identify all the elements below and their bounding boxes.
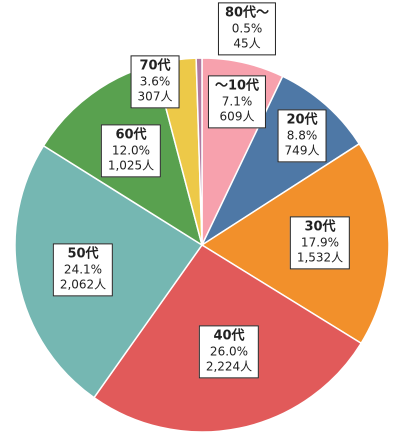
pie-slice-7 (195, 57, 203, 246)
slice-count: 1,025人 (107, 158, 155, 173)
slice-name: 20代 (286, 112, 318, 128)
slice-percent: 12.0% (111, 143, 151, 158)
slice-name: 〜10代 (214, 78, 260, 94)
slice-name: 80代〜 (224, 5, 270, 21)
slice-label-teens: 〜10代 7.1% 609人 (207, 75, 267, 129)
slice-label-80s: 80代〜 0.5% 45人 (217, 2, 277, 56)
slice-percent: 7.1% (221, 94, 253, 109)
slice-percent: 0.5% (231, 21, 263, 36)
slice-count: 609人 (219, 109, 255, 124)
slice-percent: 24.1% (63, 262, 103, 277)
slice-label-40s: 40代 26.0% 2,224人 (198, 325, 260, 379)
slice-percent: 26.0% (209, 344, 249, 359)
slice-name: 40代 (213, 328, 245, 344)
slice-count: 307人 (137, 89, 173, 104)
slice-count: 749人 (284, 143, 320, 158)
slice-label-20s: 20代 8.8% 749人 (277, 109, 327, 163)
slice-name: 50代 (67, 246, 99, 262)
slice-count: 45人 (233, 36, 261, 51)
slice-label-30s: 30代 17.9% 1,532人 (289, 216, 351, 270)
slice-percent: 3.6% (139, 74, 171, 89)
slice-percent: 17.9% (300, 235, 340, 250)
slice-percent: 8.8% (286, 128, 318, 143)
slice-count: 2,224人 (205, 359, 253, 374)
slice-name: 60代 (115, 127, 147, 143)
slice-label-70s: 70代 3.6% 307人 (130, 55, 180, 109)
slice-label-50s: 50代 24.1% 2,062人 (52, 243, 114, 297)
slice-name: 30代 (304, 219, 336, 235)
slice-count: 1,532人 (296, 250, 344, 265)
slice-name: 70代 (139, 58, 171, 74)
slice-label-60s: 60代 12.0% 1,025人 (100, 124, 162, 178)
slice-count: 2,062人 (59, 277, 107, 292)
